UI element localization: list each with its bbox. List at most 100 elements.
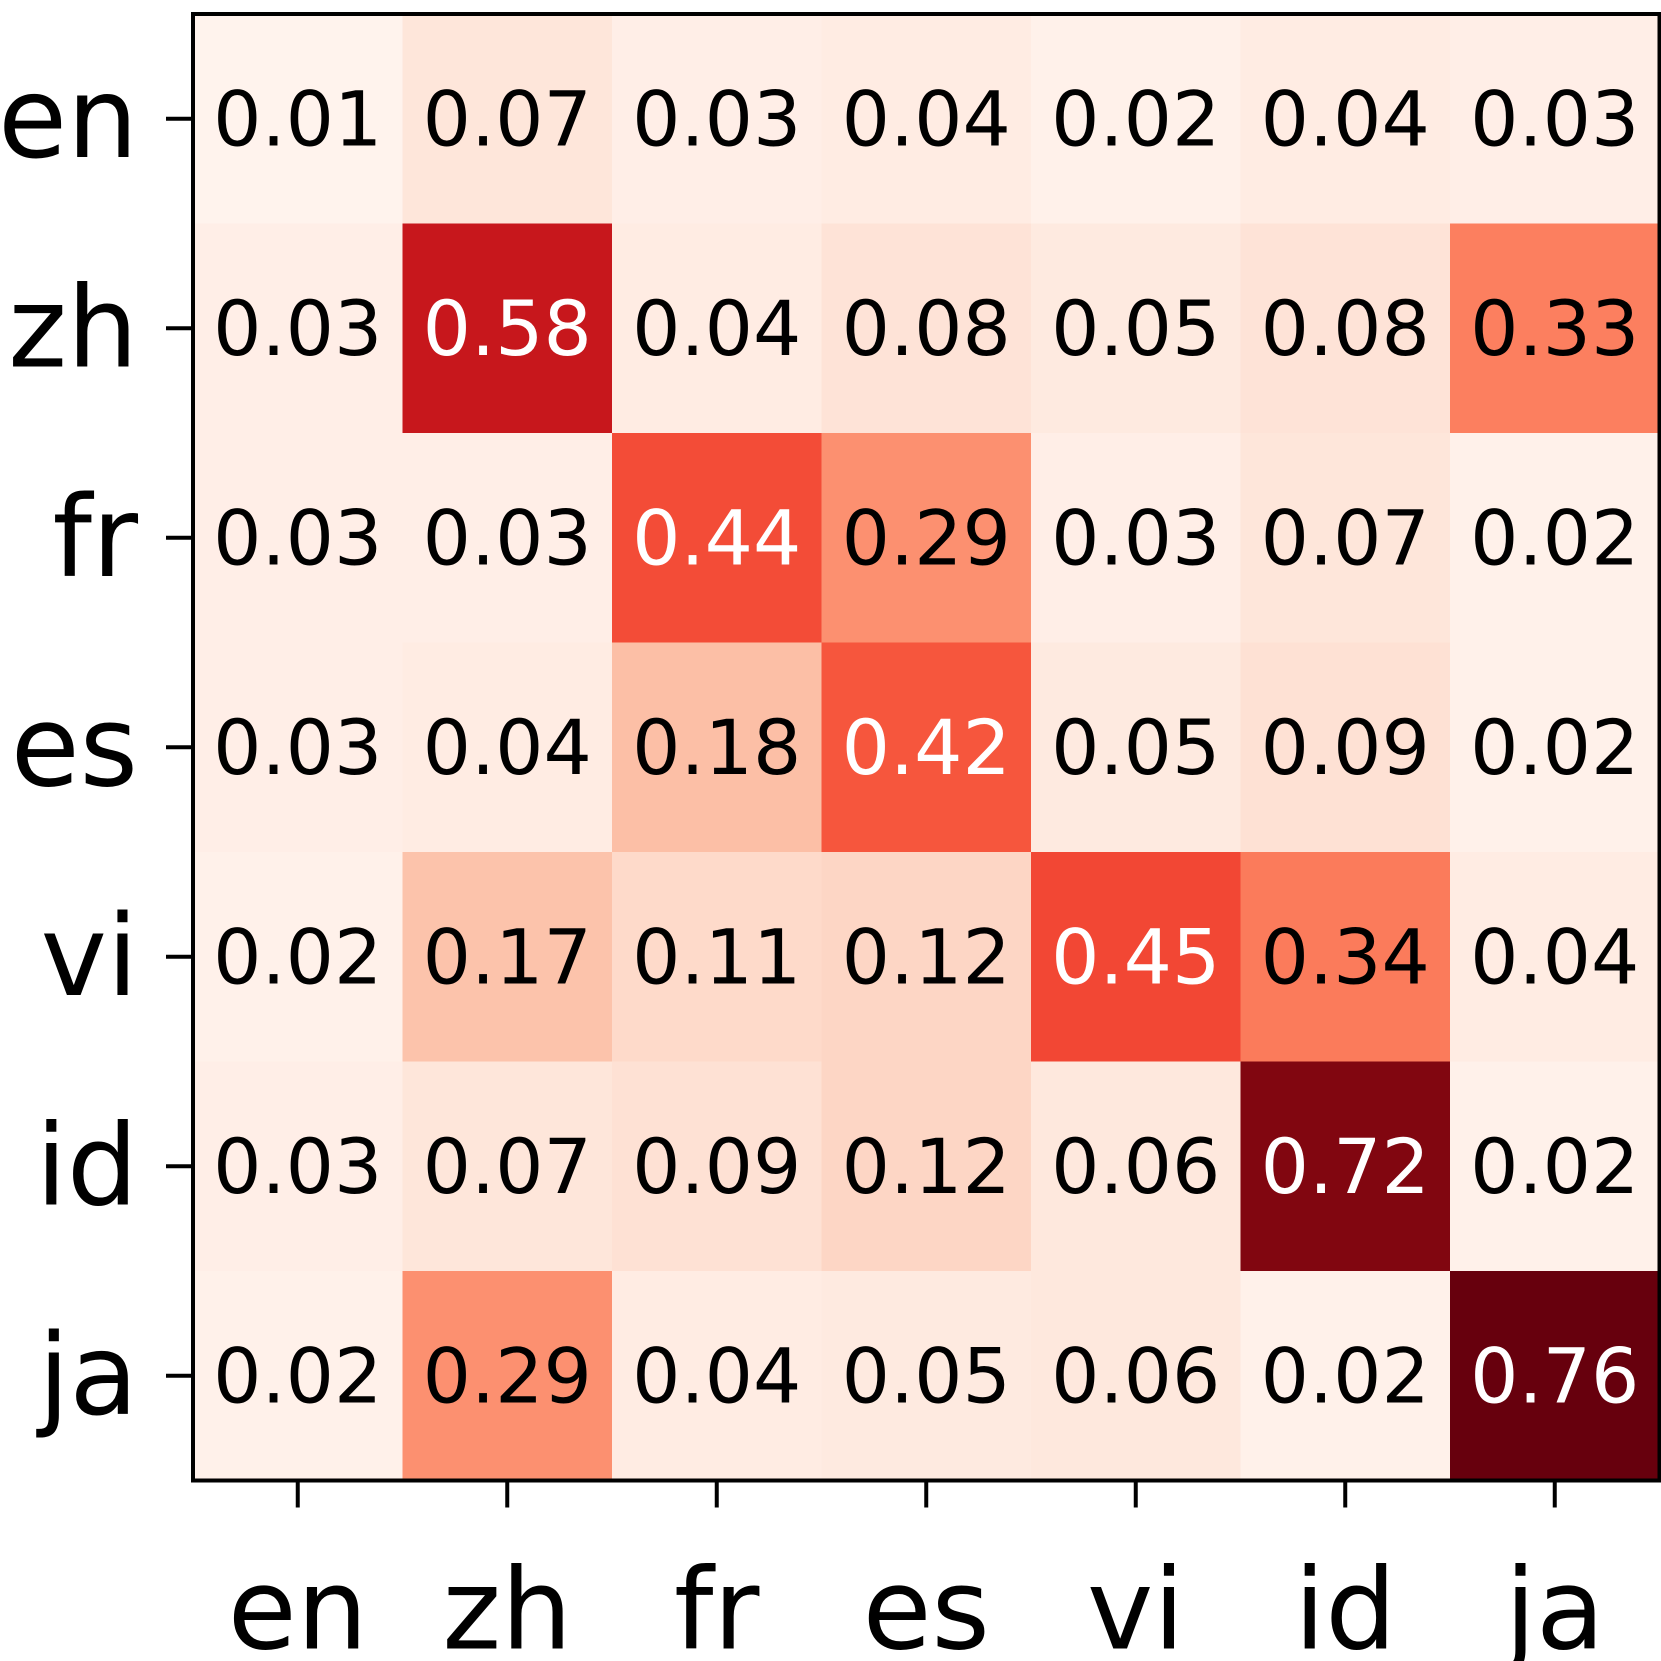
heatmap-cell-es-id [1240,642,1451,853]
cell-value-es-en: 0.03 [213,703,382,792]
heatmap-cell-es-ja [1450,642,1661,853]
heatmap-cell-id-ja [1450,1061,1661,1272]
cell-value-es-es: 0.42 [842,703,1011,792]
cell-value-zh-es: 0.08 [842,284,1011,373]
x-tick-label-ja: ja [1502,1546,1605,1661]
heatmap-cell-zh-fr [612,223,823,434]
y-tick-label-es: es [11,682,138,812]
heatmap-cell-fr-es [821,433,1032,644]
cell-value-id-fr: 0.09 [632,1122,801,1211]
x-axis-ticks: en zh fr es vi id ja [228,1480,1605,1661]
heatmap-cell-ja-zh [402,1271,613,1482]
cell-value-zh-en: 0.03 [213,284,382,373]
cell-value-en-en: 0.01 [213,74,382,163]
heatmap-cell-id-es [821,1061,1032,1272]
cell-value-vi-es: 0.12 [842,912,1011,1001]
cell-value-fr-en: 0.03 [213,493,382,582]
cell-value-zh-zh: 0.58 [423,284,592,373]
x-tick-label-id: id [1294,1546,1396,1661]
heatmap-cell-zh-es [821,223,1032,434]
cell-value-en-es: 0.04 [842,74,1011,163]
heatmap-cell-en-id [1240,14,1451,225]
cell-value-vi-vi: 0.45 [1051,912,1220,1001]
y-axis-ticks: en zh fr es vi id ja [0,54,193,1441]
heatmap-cell-vi-es [821,852,1032,1063]
heatmap-cell-id-fr [612,1061,823,1272]
heatmap-cell-zh-vi [1031,223,1242,434]
heatmap-cells [193,14,1661,1482]
cell-value-id-en: 0.03 [213,1122,382,1211]
cell-value-ja-fr: 0.04 [632,1331,801,1420]
cell-value-en-zh: 0.07 [423,74,592,163]
cell-value-id-vi: 0.06 [1051,1122,1220,1211]
heatmap-cell-es-fr [612,642,823,853]
cell-value-id-ja: 0.02 [1470,1122,1639,1211]
cell-value-ja-en: 0.02 [213,1331,382,1420]
heatmap-cell-ja-fr [612,1271,823,1482]
cell-value-fr-es: 0.29 [842,493,1011,582]
heatmap-cell-fr-fr [612,433,823,644]
heatmap-cell-fr-en [193,433,404,644]
y-tick-label-zh: zh [8,263,138,393]
heatmap-cell-en-vi [1031,14,1242,225]
cell-value-en-fr: 0.03 [632,74,801,163]
heatmap-cell-zh-en [193,223,404,434]
heatmap-cell-ja-ja [1450,1271,1661,1482]
heatmap-cell-es-en [193,642,404,853]
heatmap-cell-en-ja [1450,14,1661,225]
cell-value-vi-fr: 0.11 [632,912,801,1001]
cell-value-vi-id: 0.34 [1261,912,1430,1001]
x-tick-label-es: es [863,1546,990,1661]
cell-value-zh-fr: 0.04 [632,284,801,373]
heatmap-cell-ja-en [193,1271,404,1482]
heatmap-cell-en-zh [402,14,613,225]
x-tick-label-zh: zh [442,1546,572,1661]
heatmap-cell-ja-id [1240,1271,1451,1482]
cell-value-es-zh: 0.04 [423,703,592,792]
x-tick-label-vi: vi [1087,1546,1184,1661]
heatmap-cell-ja-vi [1031,1271,1242,1482]
cell-value-vi-ja: 0.04 [1470,912,1639,1001]
cell-value-fr-id: 0.07 [1261,493,1430,582]
cell-value-ja-es: 0.05 [842,1331,1011,1420]
cell-value-en-ja: 0.03 [1470,74,1639,163]
cell-value-id-es: 0.12 [842,1122,1011,1211]
cell-value-es-vi: 0.05 [1051,703,1220,792]
heatmap-cell-en-en [193,14,404,225]
heatmap-cell-vi-ja [1450,852,1661,1063]
heatmap-cell-id-vi [1031,1061,1242,1272]
heatmap-cell-vi-vi [1031,852,1242,1063]
cell-value-id-zh: 0.07 [423,1122,592,1211]
cell-value-vi-zh: 0.17 [423,912,592,1001]
y-tick-label-vi: vi [41,892,138,1022]
x-tick-label-fr: fr [674,1546,760,1661]
cell-value-ja-id: 0.02 [1261,1331,1430,1420]
cell-value-ja-zh: 0.29 [423,1331,592,1420]
heatmap-cell-en-es [821,14,1032,225]
cell-value-zh-ja: 0.33 [1470,284,1639,373]
heatmap-cell-fr-id [1240,433,1451,644]
heatmap-cell-fr-ja [1450,433,1661,644]
cell-value-es-fr: 0.18 [632,703,801,792]
heatmap-cell-ja-es [821,1271,1032,1482]
heatmap-cell-zh-id [1240,223,1451,434]
cell-value-zh-id: 0.08 [1261,284,1430,373]
heatmap-cell-zh-ja [1450,223,1661,434]
cell-value-ja-vi: 0.06 [1051,1331,1220,1420]
x-tick-label-en: en [228,1546,368,1661]
cell-value-es-id: 0.09 [1261,703,1430,792]
heatmap-cell-id-en [193,1061,404,1272]
y-tick-label-id: id [36,1101,138,1231]
heatmap-cell-en-fr [612,14,823,225]
cell-value-fr-ja: 0.02 [1470,493,1639,582]
heatmap-cell-vi-fr [612,852,823,1063]
cell-value-fr-zh: 0.03 [423,493,592,582]
heatmap-cell-id-zh [402,1061,613,1272]
heatmap-cell-vi-en [193,852,404,1063]
heatmap-cell-labels: 0.01 0.07 0.03 0.04 0.02 0.04 0.03 0.03 0.58 0.04… [213,74,1639,1420]
y-tick-label-en: en [0,54,138,184]
cell-value-ja-ja: 0.76 [1470,1331,1639,1420]
y-tick-label-ja: ja [35,1311,138,1441]
heatmap-cell-vi-zh [402,852,613,1063]
